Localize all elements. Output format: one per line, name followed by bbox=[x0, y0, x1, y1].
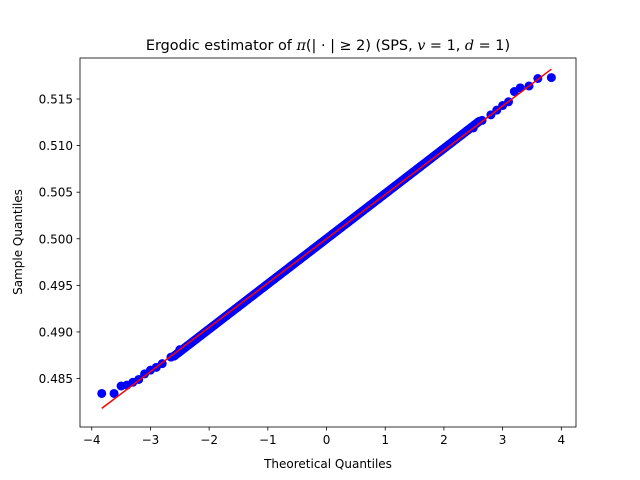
y-tick-label: 0.485 bbox=[39, 372, 73, 386]
x-tick-label: −4 bbox=[83, 433, 101, 447]
reference-line bbox=[101, 68, 552, 409]
x-tick-label: 3 bbox=[499, 433, 507, 447]
plot-frame bbox=[79, 57, 577, 428]
y-tick-label: 0.515 bbox=[39, 93, 73, 107]
data-point bbox=[97, 388, 107, 398]
y-axis-label: Sample Quantiles bbox=[11, 189, 25, 295]
title-part-3: (| · | ≥ 2) (SPS, bbox=[306, 38, 417, 54]
x-tick-label: −1 bbox=[259, 433, 277, 447]
title-part-5: = 1, bbox=[425, 38, 465, 54]
x-tick-label: −3 bbox=[142, 433, 160, 447]
x-axis-label: Theoretical Quantiles bbox=[263, 457, 392, 471]
title-part-6: d bbox=[465, 38, 474, 54]
y-tick-label: 0.500 bbox=[39, 232, 73, 246]
reference-line-group bbox=[101, 68, 552, 409]
x-tick-label: 2 bbox=[440, 433, 448, 447]
chart-title: Ergodic estimator of π(| · | ≥ 2) (SPS, … bbox=[146, 38, 510, 54]
data-point bbox=[546, 73, 556, 83]
y-tick-label: 0.495 bbox=[39, 279, 73, 293]
title-part-2: π bbox=[295, 38, 306, 54]
x-tick-label: 0 bbox=[323, 433, 331, 447]
x-tick-label: 1 bbox=[381, 433, 389, 447]
x-tick-label: −2 bbox=[200, 433, 218, 447]
y-tick-label: 0.490 bbox=[39, 325, 73, 339]
y-tick-label: 0.510 bbox=[39, 139, 73, 153]
data-point bbox=[109, 388, 119, 398]
title-part-4: v bbox=[417, 38, 425, 54]
x-tick-label: 4 bbox=[558, 433, 566, 447]
title-part-7: = 1) bbox=[474, 38, 510, 54]
axes: −4 −3 −2 −1 0 1 2 3 4 0.485 0.490 0.495 0.500 0.505 0.… bbox=[39, 57, 577, 447]
title-part-1: Ergodic estimator of bbox=[146, 38, 297, 54]
y-tick-label: 0.505 bbox=[39, 186, 73, 200]
